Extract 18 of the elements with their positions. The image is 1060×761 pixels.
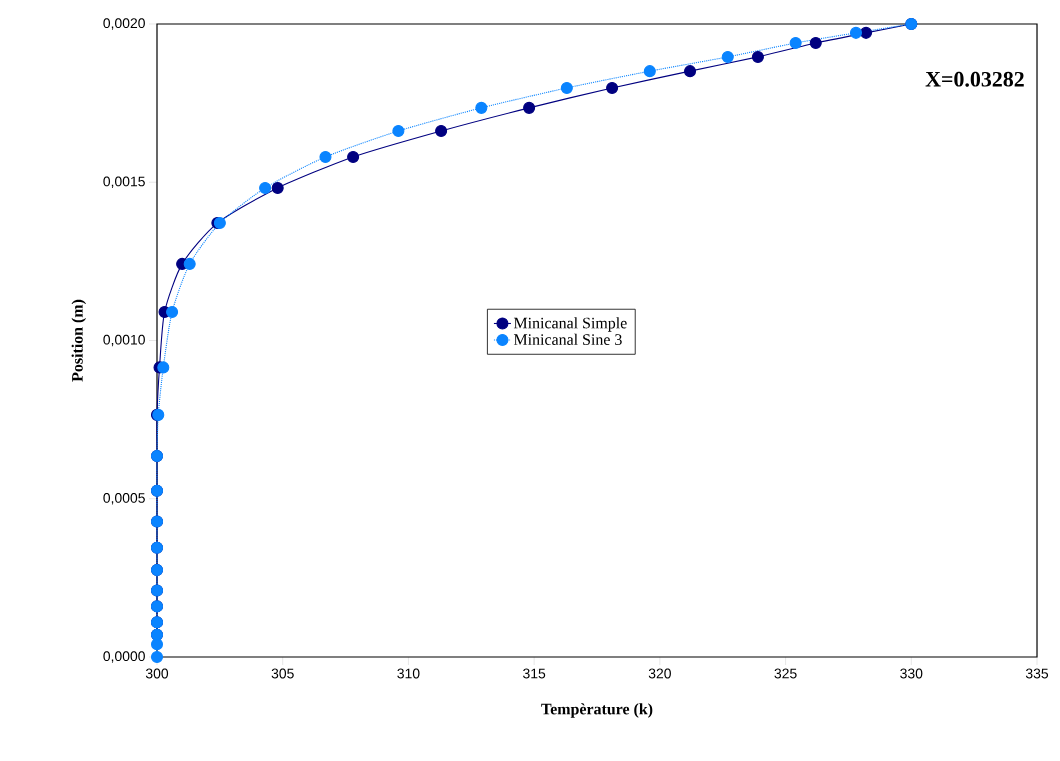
y-tick-label: 0,0015 bbox=[103, 176, 145, 188]
x-tick-label: 320 bbox=[648, 668, 671, 679]
x-tick-label: 335 bbox=[1025, 668, 1049, 679]
y-axis-title: Position (m) bbox=[71, 299, 86, 382]
y-tick-label: 0,0010 bbox=[103, 334, 145, 347]
x-tick-label: 300 bbox=[145, 668, 169, 679]
x-tick-label: 325 bbox=[774, 668, 797, 679]
y-tick-label: 0,0005 bbox=[103, 492, 145, 505]
legend-label: Minicanal Simple bbox=[513, 317, 627, 332]
x-axis-title: Tempèrature (k) bbox=[541, 703, 653, 718]
x-tick-label: 330 bbox=[900, 668, 923, 679]
x-tick-label: 310 bbox=[397, 668, 420, 679]
legend-label: Minicanal Sine 3 bbox=[513, 333, 622, 345]
x-tick-label: 315 bbox=[523, 668, 546, 679]
y-tick-label: 0,0000 bbox=[103, 651, 145, 663]
annotation: X=0.03282 bbox=[925, 71, 1024, 87]
x-tick-label: 305 bbox=[271, 668, 294, 679]
y-tick-label: 0,0020 bbox=[103, 18, 145, 30]
